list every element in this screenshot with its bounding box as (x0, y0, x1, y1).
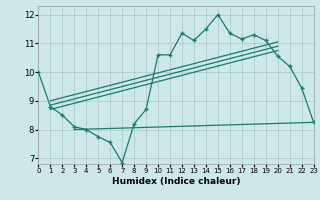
X-axis label: Humidex (Indice chaleur): Humidex (Indice chaleur) (112, 177, 240, 186)
